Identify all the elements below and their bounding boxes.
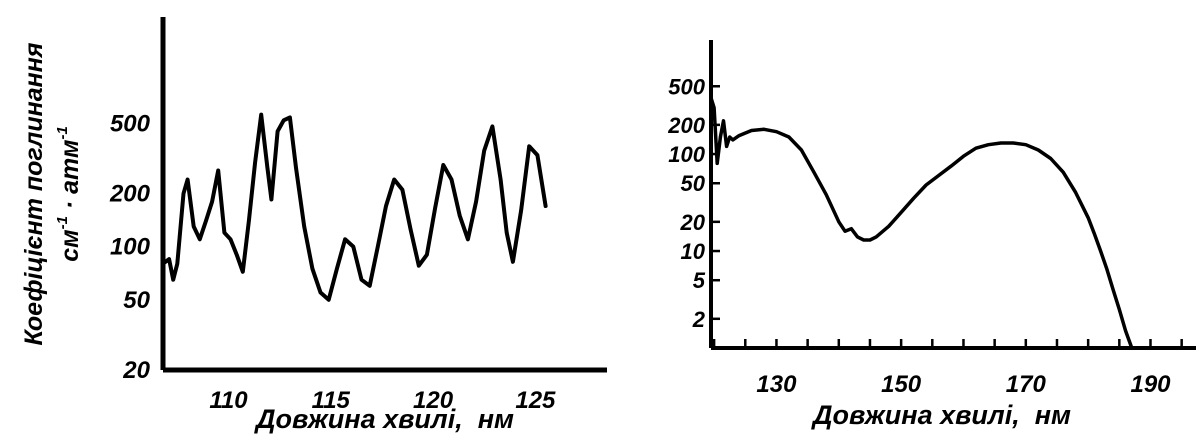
y-unit-dot: · bbox=[56, 194, 84, 216]
y-axis-title-group: Коефіцієнт поглинання bbox=[20, 42, 48, 345]
right-y-tick-label: 500 bbox=[668, 74, 705, 99]
right-x-tick-label: 170 bbox=[1006, 371, 1047, 398]
right-x-tick-label: 150 bbox=[881, 371, 922, 398]
right-y-tick-label: 50 bbox=[681, 171, 706, 196]
y-axis-unit-group: см-1 · атм-1 bbox=[54, 126, 84, 262]
left-x-tick-label: 120 bbox=[413, 387, 454, 414]
y-unit-cm-exp: -1 bbox=[54, 216, 71, 229]
right-y-tick-label: 5 bbox=[693, 268, 706, 293]
left-y-tick-label: 50 bbox=[123, 287, 150, 314]
absorption-chart-left: 20 50 100 200 500 110 115 120 125 Довжина хвилі… bbox=[109, 17, 607, 434]
right-x-tick-label: 190 bbox=[1130, 371, 1171, 398]
y-unit-atm: атм bbox=[56, 140, 84, 194]
y-axis-title-line1: Коефіцієнт поглинання bbox=[20, 42, 48, 345]
right-y-tick-label: 200 bbox=[667, 113, 705, 138]
y-unit-atm-exp: -1 bbox=[54, 126, 71, 139]
right-y-tick-label: 2 bbox=[692, 307, 706, 332]
left-x-tick-label: 115 bbox=[312, 387, 351, 414]
left-y-tick-label: 20 bbox=[122, 357, 150, 384]
left-series-line bbox=[161, 112, 548, 302]
left-y-tick-label: 500 bbox=[110, 110, 151, 137]
right-x-axis-title: Довжина хвилі, нм bbox=[811, 400, 1071, 430]
left-y-tick-label: 200 bbox=[109, 181, 151, 208]
right-y-tick-label: 100 bbox=[668, 142, 705, 167]
left-x-tick-label: 125 bbox=[515, 387, 556, 414]
y-unit-cm: см bbox=[56, 229, 84, 261]
right-y-tick-label: 20 bbox=[680, 210, 706, 235]
y-axis-title-units: см-1 · атм-1 bbox=[54, 126, 84, 262]
right-y-tick-label: 10 bbox=[681, 239, 706, 264]
right-x-tick-label: 130 bbox=[756, 371, 797, 398]
left-x-axis-title: Довжина хвилі, нм bbox=[254, 404, 514, 434]
absorption-chart-right: 2 5 10 20 50 100 200 500 130 150 170 190 Довжина х… bbox=[667, 40, 1196, 430]
left-x-tick-label: 110 bbox=[209, 387, 248, 414]
left-y-tick-label: 100 bbox=[110, 234, 151, 261]
right-series-line bbox=[709, 96, 1134, 350]
